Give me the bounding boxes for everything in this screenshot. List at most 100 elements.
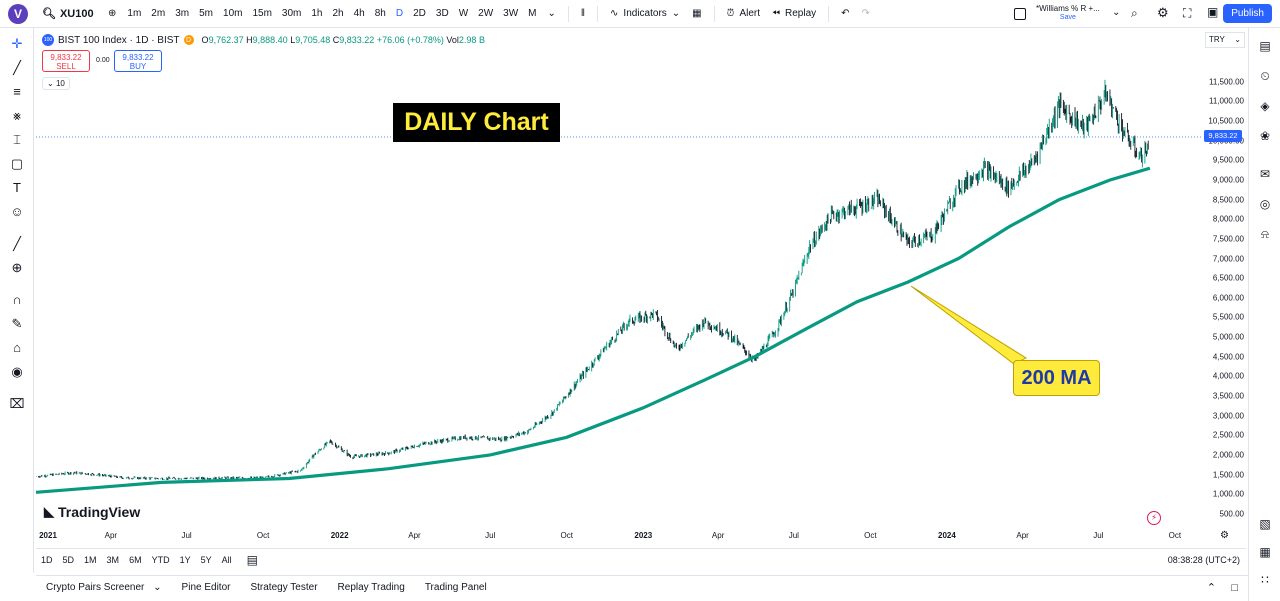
interval-chevron-down-icon[interactable]: ⌄ (547, 8, 556, 19)
chevron-up-icon[interactable]: ⌃ (1206, 582, 1216, 594)
interval-2m[interactable]: 2m (151, 8, 166, 19)
ruler-icon[interactable]: ╱ (13, 236, 21, 251)
series-title[interactable]: BIST 100 Index · 1D · BIST (58, 34, 180, 46)
keep-drawing-icon[interactable]: ✎ (11, 316, 23, 331)
crosshair-icon[interactable]: ✛ (11, 36, 23, 51)
range-5d[interactable]: 5D (62, 554, 75, 565)
go-to-date-icon[interactable]: ⚙ (1220, 530, 1229, 541)
lock-icon[interactable]: ⌂ (13, 340, 21, 355)
price-chart[interactable] (36, 30, 1202, 525)
range-3m[interactable]: 3M (106, 554, 120, 565)
interval-2h[interactable]: 2h (332, 8, 344, 19)
object-tree-icon[interactable]: ▧ (1259, 517, 1271, 531)
bottom-tab[interactable]: Crypto Pairs Screener ⌄ (36, 582, 172, 593)
interval-1m[interactable]: 1m (127, 8, 142, 19)
range-all[interactable]: All (221, 554, 232, 565)
candle-style-icon[interactable]: ‖ (580, 8, 586, 19)
interval-15m[interactable]: 15m (252, 8, 272, 19)
redo-icon[interactable]: ↷ (861, 8, 870, 19)
interval-3m[interactable]: 3m (175, 8, 190, 19)
fib-retracement-icon[interactable]: ≡ (13, 84, 21, 99)
settings-gear-icon[interactable]: ⚙ (1157, 5, 1169, 20)
chat-icon[interactable]: ✉ (1259, 167, 1271, 181)
interval-8h[interactable]: 8h (374, 8, 386, 19)
buy-button[interactable]: 9,833.22 BUY (114, 50, 162, 72)
range-1y[interactable]: 1Y (179, 554, 191, 565)
eye-icon[interactable]: ◉ (11, 364, 23, 379)
calendar-icon[interactable]: ▦ (1259, 545, 1271, 559)
alerts-clock-icon[interactable]: ⏲︎ (1260, 69, 1270, 83)
quick-search-icon[interactable]: ⌕ (1131, 6, 1138, 20)
range-ytd[interactable]: YTD (151, 554, 170, 565)
sell-button[interactable]: 9,833.22 SELL (42, 50, 90, 72)
calendar-range-icon[interactable]: ▤ (246, 552, 258, 567)
pattern-icon[interactable]: ⨳ (12, 108, 22, 123)
market-status-badge[interactable]: D (183, 35, 194, 45)
interval-2d[interactable]: 2D (413, 8, 426, 19)
range-1m[interactable]: 1M (84, 554, 97, 565)
price-tick-label: 8,500.00 (1212, 195, 1244, 205)
interval-3d[interactable]: 3D (435, 8, 449, 19)
daily-chart-annotation[interactable]: DAILY Chart (393, 103, 560, 142)
range-5y[interactable]: 5Y (200, 554, 212, 565)
buy-price: 9,833.22 (122, 53, 154, 62)
undo-icon[interactable]: ↶ (841, 8, 850, 19)
price-tick-label: 5,500.00 (1212, 312, 1244, 322)
time-axis[interactable]: 2021 Apr Jul Oct 2022 Apr Jul Oct 2023 Apr Jul Oct 2… (36, 527, 1202, 545)
interval-d[interactable]: D (395, 8, 404, 19)
interval-10m[interactable]: 10m (223, 8, 243, 19)
layout-name[interactable]: *Williams % R +... Save (1036, 4, 1100, 22)
bottom-tab[interactable]: Trading Panel (424, 582, 487, 593)
interval-1h[interactable]: 1h (311, 8, 323, 19)
price-tick-label: 8,000.00 (1212, 214, 1244, 224)
replay-button[interactable]: ⏪︎ Replay (766, 8, 822, 19)
tradingview-watermark[interactable]: ◣ TradingView (44, 504, 140, 520)
notifications-bell-icon[interactable]: ⍾ (1261, 227, 1269, 241)
interval-m[interactable]: M (528, 8, 537, 19)
interval-30m[interactable]: 30m (281, 8, 302, 19)
more-grid-icon[interactable]: ∷ (1261, 573, 1269, 587)
range-1d[interactable]: 1D (41, 554, 53, 565)
price-axis[interactable]: 500.00 1,000.00 1,500.00 2,000.00 2,500.00 3,… (1204, 30, 1248, 525)
alert-button[interactable]: ⏰︎ Alert (721, 8, 766, 19)
add-symbol-icon[interactable]: ⊕ (108, 8, 117, 19)
interval-4h[interactable]: 4h (353, 8, 365, 19)
tradingview-logo-icon[interactable]: V (8, 3, 28, 24)
interval-5m[interactable]: 5m (199, 8, 214, 19)
layout-chevron-down-icon[interactable]: ⌄ (1112, 7, 1121, 18)
maximize-icon[interactable]: □ (1231, 581, 1238, 594)
symbol-search[interactable]: 🔍︎ XU100 (42, 7, 102, 21)
range-6m[interactable]: 6M (129, 554, 142, 565)
camera-icon[interactable]: ▣ (1207, 5, 1219, 19)
watchlist-icon[interactable]: ▤ (1259, 39, 1271, 53)
geometric-shapes-icon[interactable]: ▢ (10, 156, 24, 171)
legend-collapse-toggle[interactable]: ⌄ 10 (42, 77, 70, 90)
zoom-in-icon[interactable]: ⊕ (11, 260, 23, 275)
streams-icon[interactable]: ◎ (1259, 197, 1271, 211)
interval-2w[interactable]: 2W (478, 8, 494, 19)
currency-selector[interactable]: TRY ⌄ (1205, 32, 1245, 48)
fullscreen-icon[interactable]: ⛶ (1183, 6, 1192, 20)
indicators-button[interactable]: ∿ Indicators ⌄ (604, 8, 686, 19)
magnet-icon[interactable]: ∩ (12, 292, 22, 307)
bottom-tab[interactable]: Strategy Tester (250, 582, 318, 593)
layout-checkbox-icon[interactable] (1014, 8, 1026, 20)
interval-w[interactable]: W (458, 8, 469, 19)
bottom-tab[interactable]: Crypto Pairs Screener (46, 582, 145, 593)
interval-3w[interactable]: 3W (503, 8, 519, 19)
trend-line-icon[interactable]: ╱ (13, 60, 21, 75)
layouts-grid-icon[interactable]: ▦ (692, 8, 702, 19)
low-value: 9,705.48 (295, 35, 331, 45)
ideas-lightbulb-icon[interactable]: ❀ (1259, 129, 1271, 143)
trash-icon[interactable]: ⌧ (9, 396, 25, 411)
emoji-icon[interactable]: ☺ (10, 204, 24, 219)
publish-button[interactable]: Publish (1223, 4, 1272, 23)
layers-icon[interactable]: ◈ (1260, 99, 1270, 113)
lightning-icon[interactable]: ⚡︎ (1147, 511, 1161, 525)
text-icon[interactable]: T (13, 180, 21, 195)
ma-callout-annotation[interactable]: 200 MA (1013, 360, 1100, 396)
bottom-tab[interactable]: Pine Editor (181, 582, 231, 593)
bottom-tab[interactable]: Replay Trading (337, 582, 405, 593)
clock[interactable]: 08:38:28 (UTC+2) (1167, 554, 1240, 565)
prediction-icon[interactable]: ⌶ (13, 132, 21, 147)
